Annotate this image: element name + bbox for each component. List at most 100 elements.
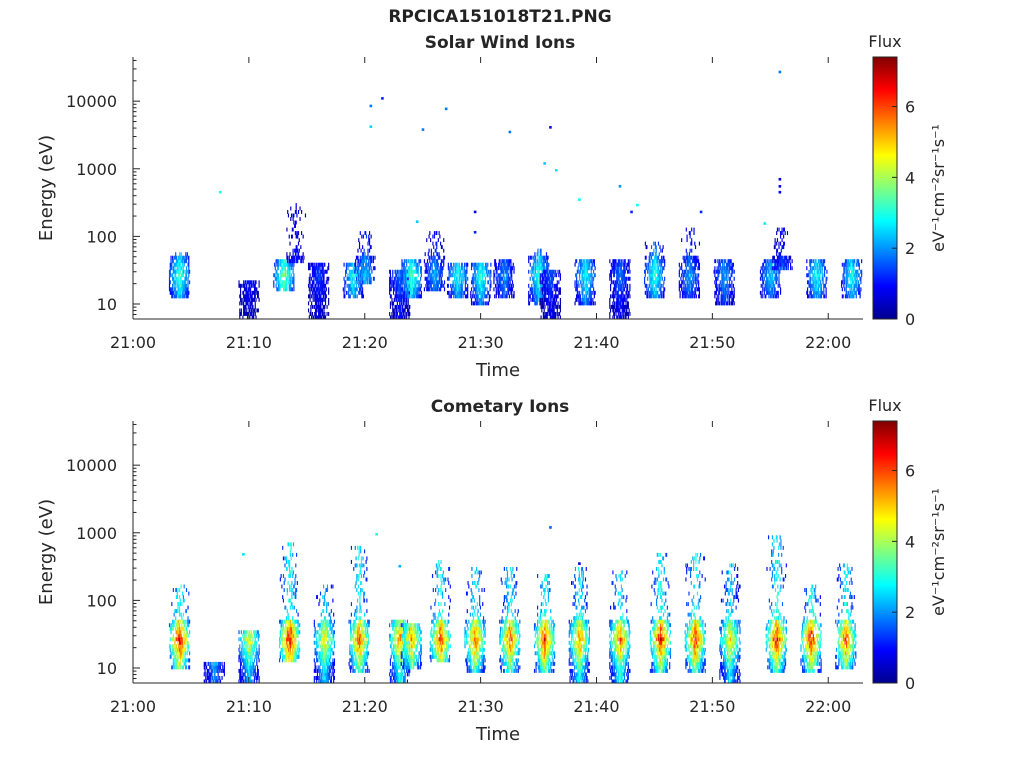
spectrogram-cell <box>531 290 534 295</box>
spectrogram-cell <box>353 276 355 281</box>
spectrogram-cell <box>540 255 542 260</box>
spectrogram-cell <box>776 248 778 253</box>
spectrogram-cell <box>689 234 691 239</box>
spectrogram-cell <box>776 231 778 236</box>
spectrogram-cell <box>510 287 512 292</box>
spectrogram-cell <box>178 661 180 666</box>
spectrogram-cell <box>282 280 284 285</box>
spectrogram-cell <box>820 269 822 274</box>
spectrogram-cell <box>546 283 548 288</box>
spectrogram-cell <box>771 287 773 292</box>
spectrogram-cell <box>693 280 695 285</box>
spectrogram-cell <box>648 273 650 278</box>
spectrogram-cell <box>546 280 548 285</box>
spectrogram-cell <box>765 273 767 278</box>
spectrogram-cell <box>649 276 651 281</box>
spectrogram-cell <box>182 658 184 663</box>
spectrogram-cell <box>366 280 368 285</box>
spectrogram-cell <box>362 255 364 260</box>
spectrogram-cell <box>443 280 446 285</box>
spectrogram-cell <box>477 266 480 271</box>
spectrogram-cell <box>362 266 364 271</box>
spectrogram-cell <box>426 266 428 271</box>
spectrogram-cell <box>820 290 823 295</box>
spectrogram-cell <box>206 675 208 680</box>
spectrogram-cell <box>321 308 323 313</box>
spectrogram-cell <box>810 294 813 299</box>
spectrogram-cell <box>409 266 411 271</box>
spectrogram-cell <box>540 252 542 257</box>
spectrogram-cell <box>184 654 186 659</box>
spectrogram-cell <box>169 626 171 631</box>
spectrogram-cell <box>173 623 175 628</box>
spectrogram-cell <box>395 287 397 292</box>
spectrogram-cell <box>280 273 282 278</box>
spectrogram-cell <box>592 280 594 285</box>
spectrogram-cell <box>400 301 402 306</box>
spectrogram-cell <box>464 287 466 292</box>
spectrogram-cell <box>511 266 513 271</box>
spectrogram-cell <box>359 231 361 236</box>
spectrogram-cell <box>549 290 551 295</box>
spectrogram-cell <box>860 269 862 274</box>
spectrogram-cell <box>650 290 653 295</box>
spectrogram-cell <box>552 304 555 309</box>
spectrogram-cell <box>770 280 772 285</box>
spectrogram-cell <box>183 259 185 264</box>
spectrogram-cell <box>544 304 546 309</box>
spectrogram-cell <box>650 276 652 281</box>
spectrogram-cell <box>435 248 437 253</box>
spectrogram-cell <box>610 276 612 281</box>
spectrogram-cell <box>817 294 819 299</box>
spectrogram-cell <box>531 297 534 302</box>
spectrogram-cell <box>371 269 373 274</box>
spectrogram-cell <box>255 308 257 313</box>
spectrogram-cell <box>506 294 508 299</box>
spectrogram-cell <box>180 612 182 617</box>
spectrogram-cell <box>322 280 324 285</box>
spectrogram-cell <box>610 273 612 278</box>
spectrogram-cell <box>771 280 773 285</box>
spectrogram-cell <box>823 273 826 278</box>
spectrogram-cell <box>172 276 174 281</box>
spectrogram-cell <box>352 283 354 288</box>
spectrogram-cell <box>722 269 724 274</box>
spectrogram-cell <box>553 283 555 288</box>
spectrogram-cell <box>440 266 443 271</box>
spectrogram-cell <box>310 311 312 316</box>
spectrogram-cell <box>179 633 181 638</box>
spectrogram-cell <box>466 287 468 292</box>
spectrogram-cell <box>772 287 774 292</box>
spectrogram-cell <box>318 311 320 316</box>
spectrogram-cell <box>401 283 403 288</box>
spectrogram-cell <box>430 276 432 281</box>
spectrogram-cell <box>426 262 428 267</box>
spectrogram-cell <box>658 280 660 285</box>
spectrogram-cell <box>618 280 620 285</box>
spectrogram-cell <box>611 266 613 271</box>
spectrogram-cell <box>658 259 660 264</box>
spectrogram-cell <box>504 276 506 281</box>
spectrogram-cell <box>540 283 542 288</box>
spectrogram-cell <box>623 280 626 285</box>
spectrogram-cell <box>785 262 787 267</box>
spectrogram-cell <box>185 287 187 292</box>
spectrogram-cell <box>721 287 723 292</box>
spectrogram-cell <box>187 255 189 260</box>
spectrogram-cell <box>810 283 813 288</box>
spectrogram-cell <box>188 262 190 267</box>
spectrogram-cell <box>420 269 422 274</box>
spectrogram-cell <box>698 294 701 299</box>
spectrogram-cell <box>690 241 692 246</box>
spectrogram-cell <box>295 234 297 239</box>
spectrogram-cell <box>368 231 371 236</box>
spectrogram-cell <box>374 266 376 271</box>
spectrogram-cell <box>495 276 497 281</box>
spectrogram-cell <box>625 294 627 299</box>
spectrogram-cell <box>552 269 555 274</box>
spectrogram-cell <box>498 259 500 264</box>
spectrogram-cell <box>392 301 394 306</box>
spectrogram-cell <box>816 294 818 299</box>
x-tick-label: 21:50 <box>689 333 735 352</box>
spectrogram-cell <box>185 633 187 638</box>
